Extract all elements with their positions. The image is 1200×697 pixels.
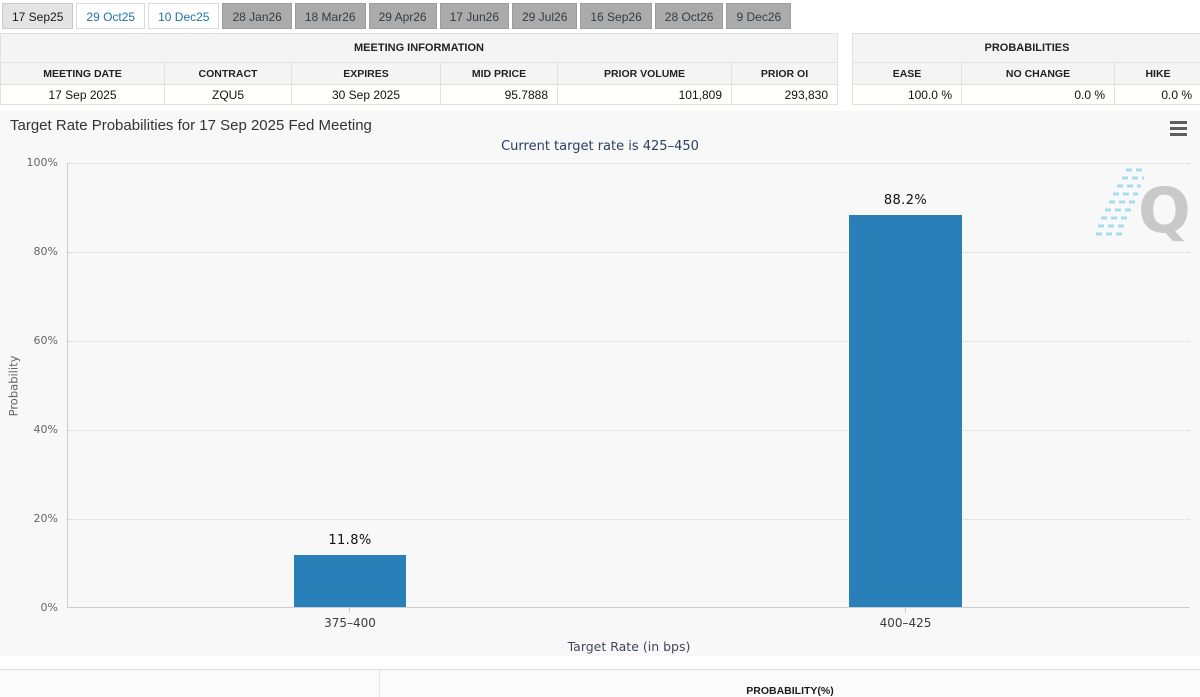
- xlabel-400-425: 400–425: [879, 616, 932, 630]
- xlabel-375-400: 375–400: [324, 616, 376, 630]
- col-no-change: NO CHANGE: [961, 62, 1115, 85]
- no-change-value: 0.0 %: [961, 84, 1115, 105]
- bar-group-375-400: 11.8%: [294, 532, 406, 607]
- ytick-60: 60%: [33, 334, 58, 347]
- meeting-date-value: 17 Sep 2025: [0, 84, 165, 105]
- tab-17-sep25[interactable]: 17 Sep25: [2, 3, 74, 29]
- col-contract: CONTRACT: [164, 62, 292, 85]
- hike-value: 0.0 %: [1113, 84, 1200, 105]
- probability-bar-375-400[interactable]: [294, 554, 406, 607]
- expires-value: 30 Sep 2025: [291, 84, 441, 105]
- meeting-date-tabbar: 17 Sep25 29 Oct25 10 Dec25 28 Jan26 18 M…: [0, 0, 1200, 29]
- gridline-80: [68, 252, 1190, 253]
- tab-16-sep26[interactable]: 16 Sep26: [580, 3, 652, 29]
- tab-28-oct26[interactable]: 28 Oct26: [654, 3, 724, 29]
- probability-detail-table: PROBABILITY(%): [0, 669, 1200, 697]
- probabilities-table: PROBABILITIES EASE NO CHANGE HIKE 100.0 …: [851, 33, 1200, 105]
- bar-group-400-425: 88.2%: [849, 192, 962, 607]
- tab-28-jan26[interactable]: 28 Jan26: [222, 3, 292, 29]
- ytick-0: 0%: [40, 601, 58, 614]
- meeting-information-title: MEETING INFORMATION: [0, 33, 838, 63]
- quikstrike-watermark-icon: Q: [1096, 168, 1191, 246]
- x-axis-title: Target Rate (in bps): [567, 639, 691, 654]
- target-rate-probability-chart: Target Rate Probabilities for 17 Sep 202…: [0, 111, 1200, 656]
- hamburger-icon: [1170, 121, 1187, 124]
- tab-29-oct25[interactable]: 29 Oct25: [76, 3, 146, 29]
- bar-value-label: 11.8%: [328, 532, 372, 548]
- ease-value: 100.0 %: [852, 84, 962, 105]
- tab-29-jul26[interactable]: 29 Jul26: [512, 3, 578, 29]
- detail-table-probability-header: PROBABILITY(%): [746, 685, 834, 697]
- chart-subtitle: Current target rate is 425–450: [501, 139, 699, 154]
- summary-tables: MEETING INFORMATION MEETING DATE CONTRAC…: [0, 33, 1200, 105]
- chart-menu-button[interactable]: [1170, 121, 1187, 139]
- col-ease: EASE: [852, 62, 962, 85]
- gridline-100: [68, 163, 1190, 164]
- probability-bar-400-425[interactable]: [849, 214, 962, 607]
- ytick-80: 80%: [33, 245, 58, 258]
- prior-oi-value: 293,830: [731, 84, 838, 105]
- gridline-40: [68, 430, 1190, 431]
- gridline-20: [68, 519, 1190, 520]
- tab-18-mar26[interactable]: 18 Mar26: [294, 3, 366, 29]
- probabilities-title: PROBABILITIES: [851, 33, 1200, 63]
- ytick-100: 100%: [26, 156, 58, 169]
- gridline-60: [68, 341, 1190, 342]
- x-tick: [905, 608, 906, 613]
- detail-table-left-header: [0, 670, 380, 697]
- col-meeting-date: MEETING DATE: [0, 62, 165, 85]
- mid-price-value: 95.7888: [440, 84, 558, 105]
- col-expires: EXPIRES: [291, 62, 441, 85]
- tab-17-jun26[interactable]: 17 Jun26: [439, 3, 509, 29]
- tab-29-apr26[interactable]: 29 Apr26: [368, 3, 437, 29]
- watermark-q-letter: Q: [1138, 174, 1191, 246]
- ytick-20: 20%: [33, 512, 58, 525]
- x-tick: [349, 608, 350, 613]
- col-prior-oi: PRIOR OI: [731, 62, 838, 85]
- meeting-information-table: MEETING INFORMATION MEETING DATE CONTRAC…: [0, 33, 838, 105]
- table-row: 100.0 % 0.0 % 0.0 %: [852, 84, 1200, 105]
- table-row: 17 Sep 2025 ZQU5 30 Sep 2025 95.7888 101…: [0, 84, 838, 105]
- ytick-40: 40%: [33, 423, 58, 436]
- prior-volume-value: 101,809: [557, 84, 732, 105]
- chart-title: Target Rate Probabilities for 17 Sep 202…: [10, 117, 372, 134]
- tab-9-dec26[interactable]: 9 Dec26: [726, 3, 792, 29]
- col-mid-price: MID PRICE: [440, 62, 558, 85]
- col-prior-volume: PRIOR VOLUME: [557, 62, 732, 85]
- tab-10-dec25[interactable]: 10 Dec25: [148, 3, 220, 29]
- contract-value: ZQU5: [164, 84, 292, 105]
- plot-area: 11.8% 88.2% 375–400 400–425 Target Rate …: [67, 163, 1190, 654]
- bar-value-label: 88.2%: [883, 192, 928, 208]
- col-hike: HIKE: [1113, 62, 1200, 85]
- y-axis-title: Probability: [6, 355, 21, 416]
